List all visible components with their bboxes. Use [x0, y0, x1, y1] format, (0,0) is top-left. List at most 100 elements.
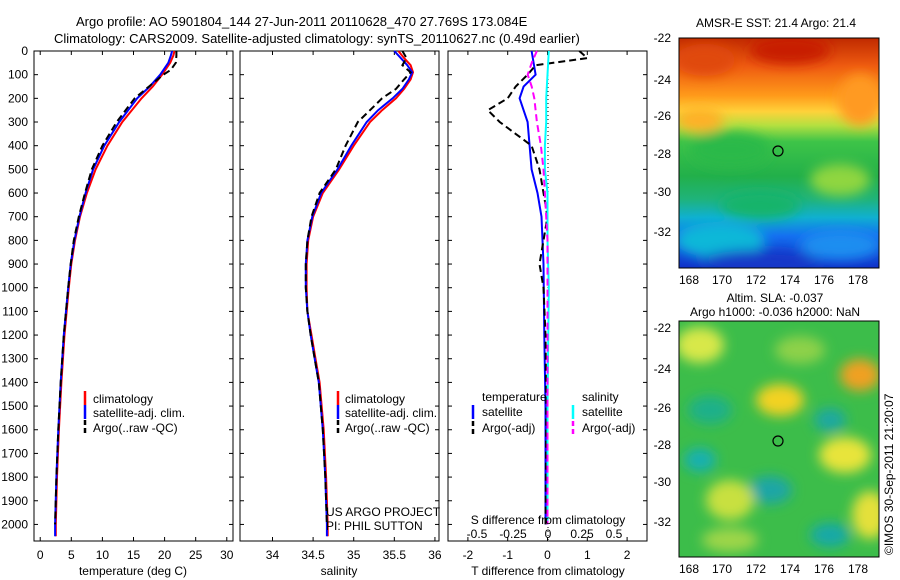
series-line-salinity-argo-adj- — [526, 50, 549, 525]
lon-tick-label: 178 — [848, 273, 868, 287]
lon-tick-label: 176 — [814, 273, 834, 287]
lat-tick-label: -28 — [654, 147, 672, 161]
x-tick-label: 34.5 — [301, 548, 325, 562]
lat-tick-label: -28 — [654, 438, 672, 452]
depth-tick-label: 1200 — [1, 328, 28, 342]
s-tick-label: 0.25 — [570, 527, 594, 541]
depth-tick-label: 800 — [8, 233, 28, 247]
lon-tick-label: 170 — [712, 562, 732, 576]
legend-salinity-title: salinity — [582, 390, 619, 404]
x-tick-label: 0 — [37, 548, 44, 562]
legend-climatology: climatology — [345, 392, 405, 406]
depth-tick-label: 300 — [8, 115, 28, 129]
depth-tick-label: 400 — [8, 139, 28, 153]
difference-lines — [486, 50, 590, 525]
legend-satellite: satellite-adj. clim. — [345, 406, 437, 420]
x-tick-label: 10 — [96, 548, 110, 562]
pi-annotation: PI: PHIL SUTTON — [326, 519, 423, 533]
sla-map: Altim. SLA: -0.037 Argo h1000: -0.036 h2… — [654, 291, 880, 576]
lat-tick-label: -24 — [654, 73, 672, 87]
salinity-axes-box — [239, 50, 440, 542]
depth-tick-label: 2000 — [1, 517, 28, 531]
legend-satellite: satellite-adj. clim. — [93, 406, 185, 420]
sst-map-frame — [678, 37, 880, 269]
lat-tick-label: -22 — [654, 31, 672, 45]
legend-t-argo: Argo(-adj) — [482, 421, 535, 435]
argo-position-marker — [772, 145, 784, 157]
x-tick-label: 30 — [220, 548, 234, 562]
s-difference-xlabel: S difference from climatology — [471, 513, 626, 527]
depth-tick-label: 1900 — [1, 494, 28, 508]
x-tick-label: -2 — [463, 548, 474, 562]
sla-map-yticks: -22 -24 -26 -28 -30 -32 — [654, 321, 672, 529]
s-tick-label: 0 — [545, 527, 552, 541]
depth-tick-label: 100 — [8, 68, 28, 82]
s-tick-label: -0.25 — [499, 527, 527, 541]
depth-tick-label: 1300 — [1, 352, 28, 366]
series-line-satellite-adj-clim- — [54, 50, 174, 537]
lat-tick-label: -30 — [654, 185, 672, 199]
depth-tick-label: 1700 — [1, 446, 28, 460]
temperature-legend: climatology satellite-adj. clim. Argo(..… — [83, 391, 185, 435]
legend-s-satellite: satellite — [582, 405, 623, 419]
depth-tick-label: 500 — [8, 162, 28, 176]
salinity-xlabel: salinity — [321, 564, 358, 578]
lat-tick-label: -26 — [654, 109, 672, 123]
lon-tick-label: 178 — [848, 562, 868, 576]
sst-map-field — [679, 38, 879, 268]
x-tick-label: 5 — [68, 548, 75, 562]
difference-ticks: -2 -1 0 1 2 — [448, 50, 647, 562]
header-line-2: Climatology: CARS2009. Satellite-adjuste… — [54, 31, 580, 46]
lon-tick-label: 176 — [814, 562, 834, 576]
temperature-xlabel: temperature (deg C) — [79, 564, 187, 578]
sst-map: AMSR-E SST: 21.4 Argo: 21.4 -22 -24 -26 — [654, 16, 880, 287]
depth-tick-label: 900 — [8, 257, 28, 271]
x-tick-label: 15 — [127, 548, 141, 562]
lat-tick-label: -24 — [654, 362, 672, 376]
x-tick-label: 35 — [347, 548, 361, 562]
sla-map-title-1: Altim. SLA: -0.037 — [727, 291, 824, 305]
legend-t-satellite: satellite — [482, 405, 523, 419]
x-tick-label: 1 — [584, 548, 591, 562]
depth-tick-label: 700 — [8, 210, 28, 224]
sst-map-yticks: -22 -24 -26 -28 -30 -32 — [654, 31, 672, 239]
depth-tick-label: 1000 — [1, 281, 28, 295]
x-tick-label: 2 — [624, 548, 631, 562]
lon-tick-label: 168 — [679, 273, 699, 287]
salinity-ticks: 34 34.5 35 35.5 36 — [240, 50, 442, 562]
lat-tick-label: -32 — [654, 515, 672, 529]
temperature-ticks: 0100200300400500600700800900100011001200… — [1, 44, 233, 562]
depth-tick-label: 1100 — [2, 304, 28, 318]
temperature-axes-box — [33, 50, 234, 542]
x-tick-label: 34 — [266, 548, 280, 562]
lat-tick-label: -30 — [654, 475, 672, 489]
sst-map-title: AMSR-E SST: 21.4 Argo: 21.4 — [696, 16, 856, 30]
legend-temperature-title: temperature — [482, 390, 547, 404]
depth-tick-label: 1800 — [1, 470, 28, 484]
argo-position-marker — [772, 435, 784, 447]
salinity-panel: 34 34.5 35 35.5 36 salinity climatology sate… — [239, 50, 442, 578]
lon-tick-label: 174 — [780, 562, 800, 576]
lat-tick-label: -22 — [654, 321, 672, 335]
legend-argo: Argo(..raw -QC) — [345, 421, 430, 435]
sla-map-frame — [678, 320, 880, 558]
series-line-argo-raw-qc- — [304, 50, 413, 525]
salinity-diff-tick-labels: -0.5 -0.25 0 0.25 0.5 — [467, 527, 623, 541]
series-line-satellite-adj-clim- — [304, 50, 414, 537]
x-tick-label: 25 — [189, 548, 203, 562]
x-tick-label: 0 — [544, 548, 551, 562]
lat-tick-label: -26 — [654, 401, 672, 415]
legend-s-argo: Argo(-adj) — [582, 421, 635, 435]
x-tick-label: 36 — [428, 548, 442, 562]
temperature-lines — [54, 50, 178, 537]
s-tick-label: 0.5 — [606, 527, 623, 541]
sla-map-xticks: 168 170 172 174 176 178 — [679, 562, 868, 576]
salinity-legend: climatology satellite-adj. clim. Argo(..… — [336, 391, 437, 435]
depth-tick-label: 600 — [8, 186, 28, 200]
project-annotation: US ARGO PROJECT — [326, 505, 441, 519]
legend-argo: Argo(..raw -QC) — [93, 421, 178, 435]
lat-tick-label: -32 — [654, 225, 672, 239]
x-tick-label: 20 — [158, 548, 172, 562]
lon-tick-label: 170 — [712, 273, 732, 287]
